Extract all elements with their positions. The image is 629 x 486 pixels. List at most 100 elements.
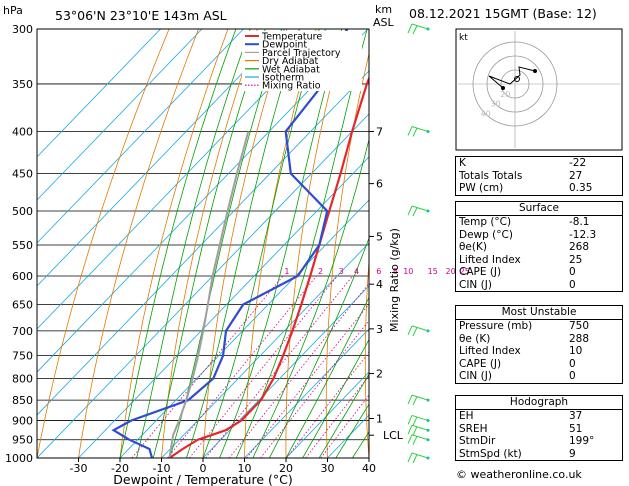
hodograph-stat-row: StmDir 199° (456, 435, 622, 448)
wet-adiabat (269, 236, 369, 458)
pressure-tick-label: 500 (12, 205, 33, 218)
wind-barb-shaft (411, 23, 429, 30)
isotherm-line (37, 70, 369, 416)
hodograph-stat-value: 51 (569, 422, 583, 435)
legend-label: Dry Adiabat (262, 56, 319, 67)
hodograph-stat-value: 37 (569, 410, 583, 422)
parcel-trajectory-curve (168, 131, 250, 458)
hpa-label: hPa (3, 4, 23, 17)
isotherm-line (161, 242, 369, 458)
wind-barb-shaft (411, 434, 429, 441)
most-unstable-row: Pressure (mb) 750 (456, 320, 622, 333)
y-axis-label-mixing-ratio: Mixing Ratio (g/kg) (388, 228, 401, 332)
wet-adiabat (235, 29, 368, 458)
index-value: -22 (569, 157, 587, 169)
surface-value: -12.3 (569, 228, 597, 241)
mixing-ratio-label: 2 (318, 267, 323, 276)
mixing-ratio-label: 25 (460, 267, 470, 276)
mixing-ratio-label: 6 (376, 267, 381, 276)
x-tick-label: -30 (70, 462, 88, 475)
wind-barb-feather (407, 425, 413, 435)
isotherm-line (37, 29, 286, 287)
wind-barb-feather (407, 415, 413, 425)
isotherm-line (37, 29, 161, 158)
wet-adiabat (136, 29, 251, 458)
dry-adiabat (403, 29, 434, 458)
x-tick-label: 10 (238, 462, 252, 475)
wind-barb-feather (407, 452, 413, 463)
wind-barb-feather (412, 25, 418, 35)
mixing-ratio-label: 10 (403, 267, 413, 276)
wind-barb-shaft (411, 205, 429, 212)
most-unstable-panel: Most Unstable Pressure (mb) 750 θe (K) 288 L… (455, 305, 623, 384)
surface-value: 268 (569, 241, 590, 253)
dry-adiabat (285, 29, 346, 458)
dry-adiabat (78, 29, 199, 458)
hodograph-stat-value: 199° (569, 435, 595, 447)
index-key: Totals Totals (459, 169, 523, 182)
storm-motion-marker (514, 76, 520, 82)
wet-adiabat (285, 296, 369, 458)
isotherm-line (37, 29, 327, 330)
wet-adiabat (186, 29, 300, 458)
legend-label: Temperature (261, 32, 322, 43)
pressure-tick-label: 650 (12, 299, 33, 312)
legend-label: Dewpoint (262, 40, 307, 51)
pressure-tick-label: 300 (12, 23, 33, 36)
km-label: km (375, 3, 392, 16)
pressure-tick-label: 850 (12, 394, 33, 407)
index-row: K -22 (456, 157, 622, 170)
wet-adiabat (335, 403, 369, 458)
most-unstable-key: θe (K) (459, 332, 491, 345)
surface-value: -8.1 (569, 216, 590, 228)
dry-adiabat (202, 29, 288, 458)
wet-adiabat (119, 29, 237, 458)
isotherm-line (37, 113, 369, 458)
surface-row: Lifted Index 25 (456, 254, 622, 267)
surface-key: CAPE (J) (459, 266, 502, 278)
legend-label: Wet Adiabat (262, 64, 320, 75)
hodograph-point (533, 69, 537, 73)
km-tick-label: 5 (376, 230, 383, 243)
wind-barb-shaft (411, 325, 429, 332)
mixing-ratio-line (286, 351, 369, 458)
mixing-ratio-label: 1 (284, 267, 289, 276)
mixing-ratio-line (189, 275, 338, 458)
temperature-curve (168, 75, 369, 458)
x-tick-label: 30 (321, 462, 335, 475)
x-tick-label: -10 (153, 462, 171, 475)
pressure-tick-label: 1000 (5, 452, 33, 465)
hodograph-kt-label: kt (459, 33, 468, 43)
wind-barb-shaft (411, 394, 429, 401)
most-unstable-key: Lifted Index (459, 345, 521, 357)
wind-barb-feather (412, 207, 418, 217)
hodograph-ring-label: 40 (481, 109, 491, 118)
most-unstable-value: 288 (569, 332, 590, 345)
index-key: PW (cm) (459, 182, 504, 194)
pressure-tick-label: 900 (12, 414, 33, 427)
wind-barb-feather (412, 327, 418, 337)
x-tick-label: -20 (111, 462, 129, 475)
most-unstable-row: Lifted Index 10 (456, 345, 622, 358)
mixing-ratio-label: 4 (354, 267, 359, 276)
pressure-tick-label: 700 (12, 325, 33, 338)
hodograph-point (501, 86, 505, 90)
surface-value: 25 (569, 253, 583, 266)
most-unstable-title: Most Unstable (456, 306, 622, 320)
most-unstable-value: 750 (569, 320, 590, 332)
most-unstable-value: 10 (569, 345, 583, 357)
datetime-label: 08.12.2021 15GMT (Base: 12) (409, 6, 597, 21)
surface-key: CIN (J) (459, 278, 492, 291)
wet-adiabat (219, 29, 343, 458)
surface-key: θe(K) (459, 241, 487, 253)
wind-barb-shaft (411, 126, 429, 132)
index-row: Totals Totals 27 (456, 170, 622, 183)
hodograph-stat-row: SREH 51 (456, 423, 622, 436)
mixing-ratio-label: 8 (393, 267, 398, 276)
mixing-ratio-label: 20 (446, 267, 456, 276)
dry-adiabat (325, 51, 369, 458)
surface-row: CAPE (J) 0 (456, 266, 622, 279)
wind-barb-feather (407, 205, 413, 216)
